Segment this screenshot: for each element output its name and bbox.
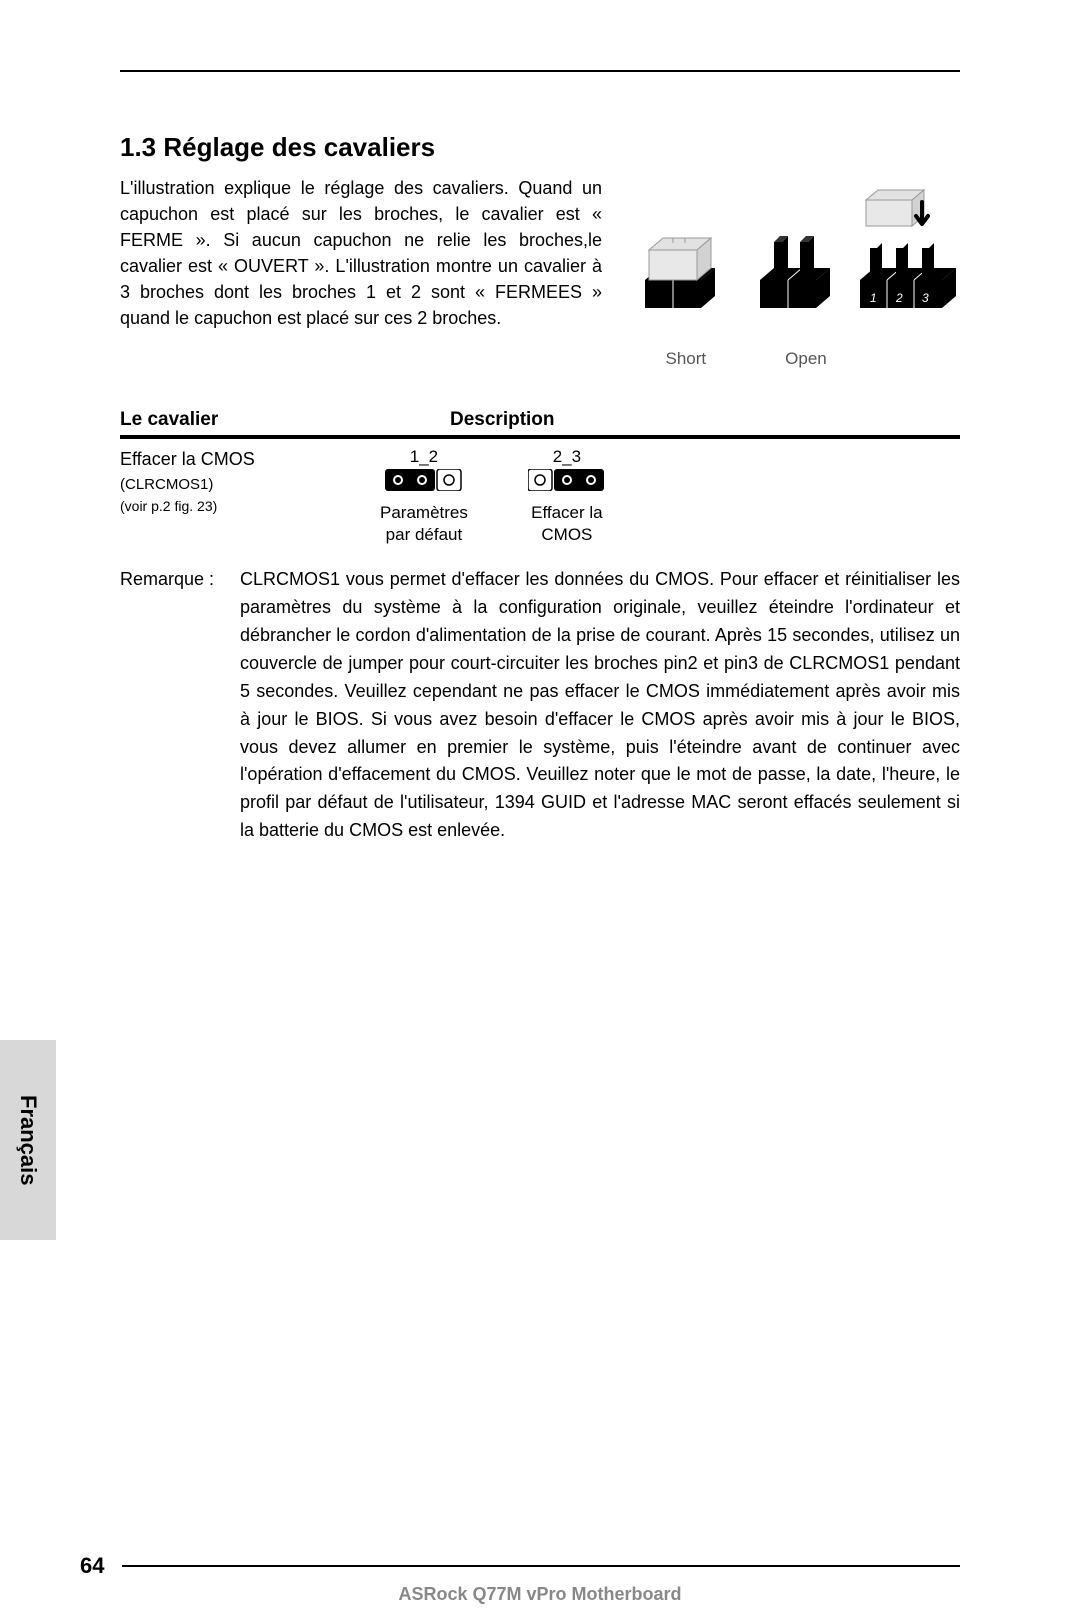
table-header: Le cavalier Description [120, 409, 960, 439]
pinset2-icon [528, 469, 606, 491]
pinset2-caption-l1: Effacer la [531, 503, 603, 522]
jumper-svg: 1 2 3 [630, 185, 960, 345]
jumper-illustration: 1 2 3 S [630, 175, 960, 369]
illus-label-short: Short [666, 349, 707, 369]
pinset1-label: 1_2 [380, 447, 468, 467]
remark-block: Remarque : CLRCMOS1 vous permet d'efface… [120, 566, 960, 845]
remark-label: Remarque : [120, 566, 240, 845]
top-rule [120, 70, 960, 72]
footer-title: ASRock Q77M vPro Motherboard [0, 1584, 1080, 1605]
remark-body: CLRCMOS1 vous permet d'effacer les donné… [240, 566, 960, 845]
illus-label-open: Open [785, 349, 827, 369]
svg-text:1: 1 [870, 291, 877, 305]
pinset1-caption-l1: Paramètres [380, 503, 468, 522]
pinset-clear: 2_3 Effacer la CMOS [528, 447, 606, 546]
intro-text: L'illustration explique le réglage des c… [120, 175, 602, 332]
pinset1-icon [385, 469, 463, 491]
svg-text:3: 3 [922, 291, 929, 305]
svg-text:2: 2 [895, 291, 903, 305]
table-row: Effacer la CMOS (CLRCMOS1) (voir p.2 fig… [120, 439, 960, 546]
intro-row: L'illustration explique le réglage des c… [120, 175, 960, 369]
jumper-settings-cell: 1_2 Paramètres par défaut 2_3 [380, 447, 606, 546]
page-number: 64 [80, 1553, 104, 1579]
jumper-table: Le cavalier Description Effacer la CMOS … [120, 409, 960, 546]
footer-rule [122, 1565, 960, 1567]
language-tab: Français [0, 1040, 56, 1240]
illus-label-spacer [906, 349, 911, 369]
pinset-default: 1_2 Paramètres par défaut [380, 447, 468, 546]
jumper-code: (CLRCMOS1) [120, 474, 380, 495]
th-cavalier: Le cavalier [120, 409, 380, 431]
th-description: Description [380, 409, 960, 431]
footer: 64 [0, 1553, 1080, 1579]
pinset2-label: 2_3 [528, 447, 606, 467]
pinset2-caption-l2: CMOS [541, 525, 592, 544]
section-title: 1.3 Réglage des cavaliers [120, 132, 960, 163]
jumper-name-cell: Effacer la CMOS (CLRCMOS1) (voir p.2 fig… [120, 447, 380, 546]
jumper-ref: (voir p.2 fig. 23) [120, 497, 380, 517]
language-label: Français [15, 1095, 41, 1186]
pinset1-caption-l2: par défaut [386, 525, 463, 544]
jumper-name: Effacer la CMOS [120, 449, 255, 469]
